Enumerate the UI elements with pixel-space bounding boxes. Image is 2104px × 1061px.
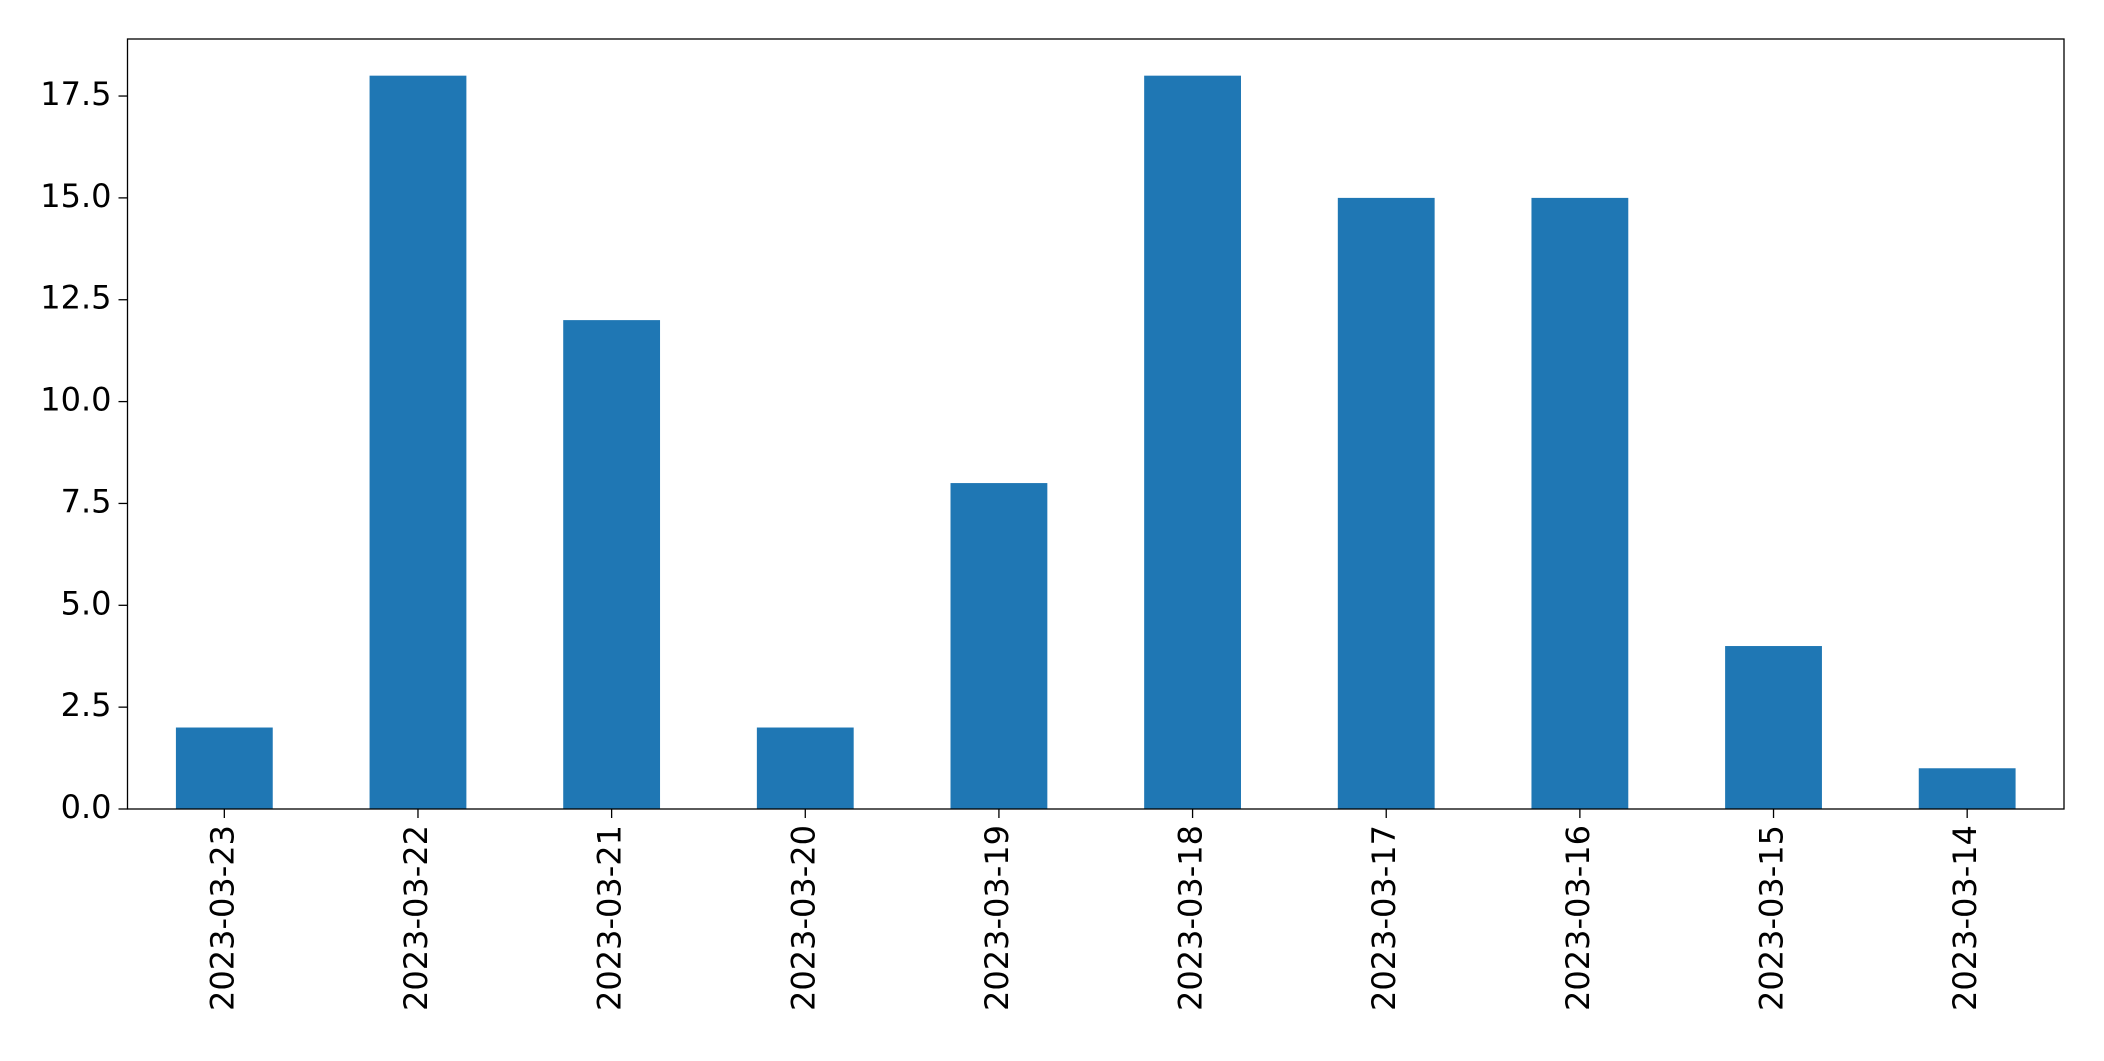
bar <box>1531 197 1629 809</box>
y-tick-label: 10.0 <box>40 381 111 419</box>
x-tick-label: 2023-03-21 <box>591 825 629 1011</box>
x-tick-label: 2023-03-19 <box>978 825 1016 1011</box>
y-tick-label: 12.5 <box>40 279 111 317</box>
bar <box>175 727 273 809</box>
y-tick-label: 2.5 <box>61 686 112 724</box>
y-tick-label: 5.0 <box>61 584 112 622</box>
bar <box>950 483 1048 809</box>
y-tick-label: 0.0 <box>61 788 112 826</box>
y-tick-label: 17.5 <box>40 75 111 113</box>
bar <box>1337 197 1435 809</box>
x-tick-label: 2023-03-18 <box>1172 825 1210 1011</box>
x-tick-label: 2023-03-23 <box>203 825 241 1011</box>
x-tick-label: 2023-03-20 <box>784 825 822 1011</box>
x-tick-label: 2023-03-22 <box>397 825 435 1011</box>
bar <box>369 75 467 809</box>
bar <box>1725 646 1822 809</box>
x-tick-label: 2023-03-17 <box>1365 825 1403 1011</box>
y-tick-label: 15.0 <box>40 177 111 215</box>
bar <box>1918 768 2016 809</box>
y-tick-label: 7.5 <box>61 482 112 520</box>
bar <box>1144 75 1241 809</box>
plot-frame <box>126 38 2065 810</box>
x-tick-label: 2023-03-16 <box>1559 825 1597 1011</box>
x-tick-label: 2023-03-15 <box>1753 825 1791 1011</box>
bar <box>756 727 854 809</box>
bar <box>563 320 661 809</box>
x-tick-label: 2023-03-14 <box>1946 825 1984 1011</box>
